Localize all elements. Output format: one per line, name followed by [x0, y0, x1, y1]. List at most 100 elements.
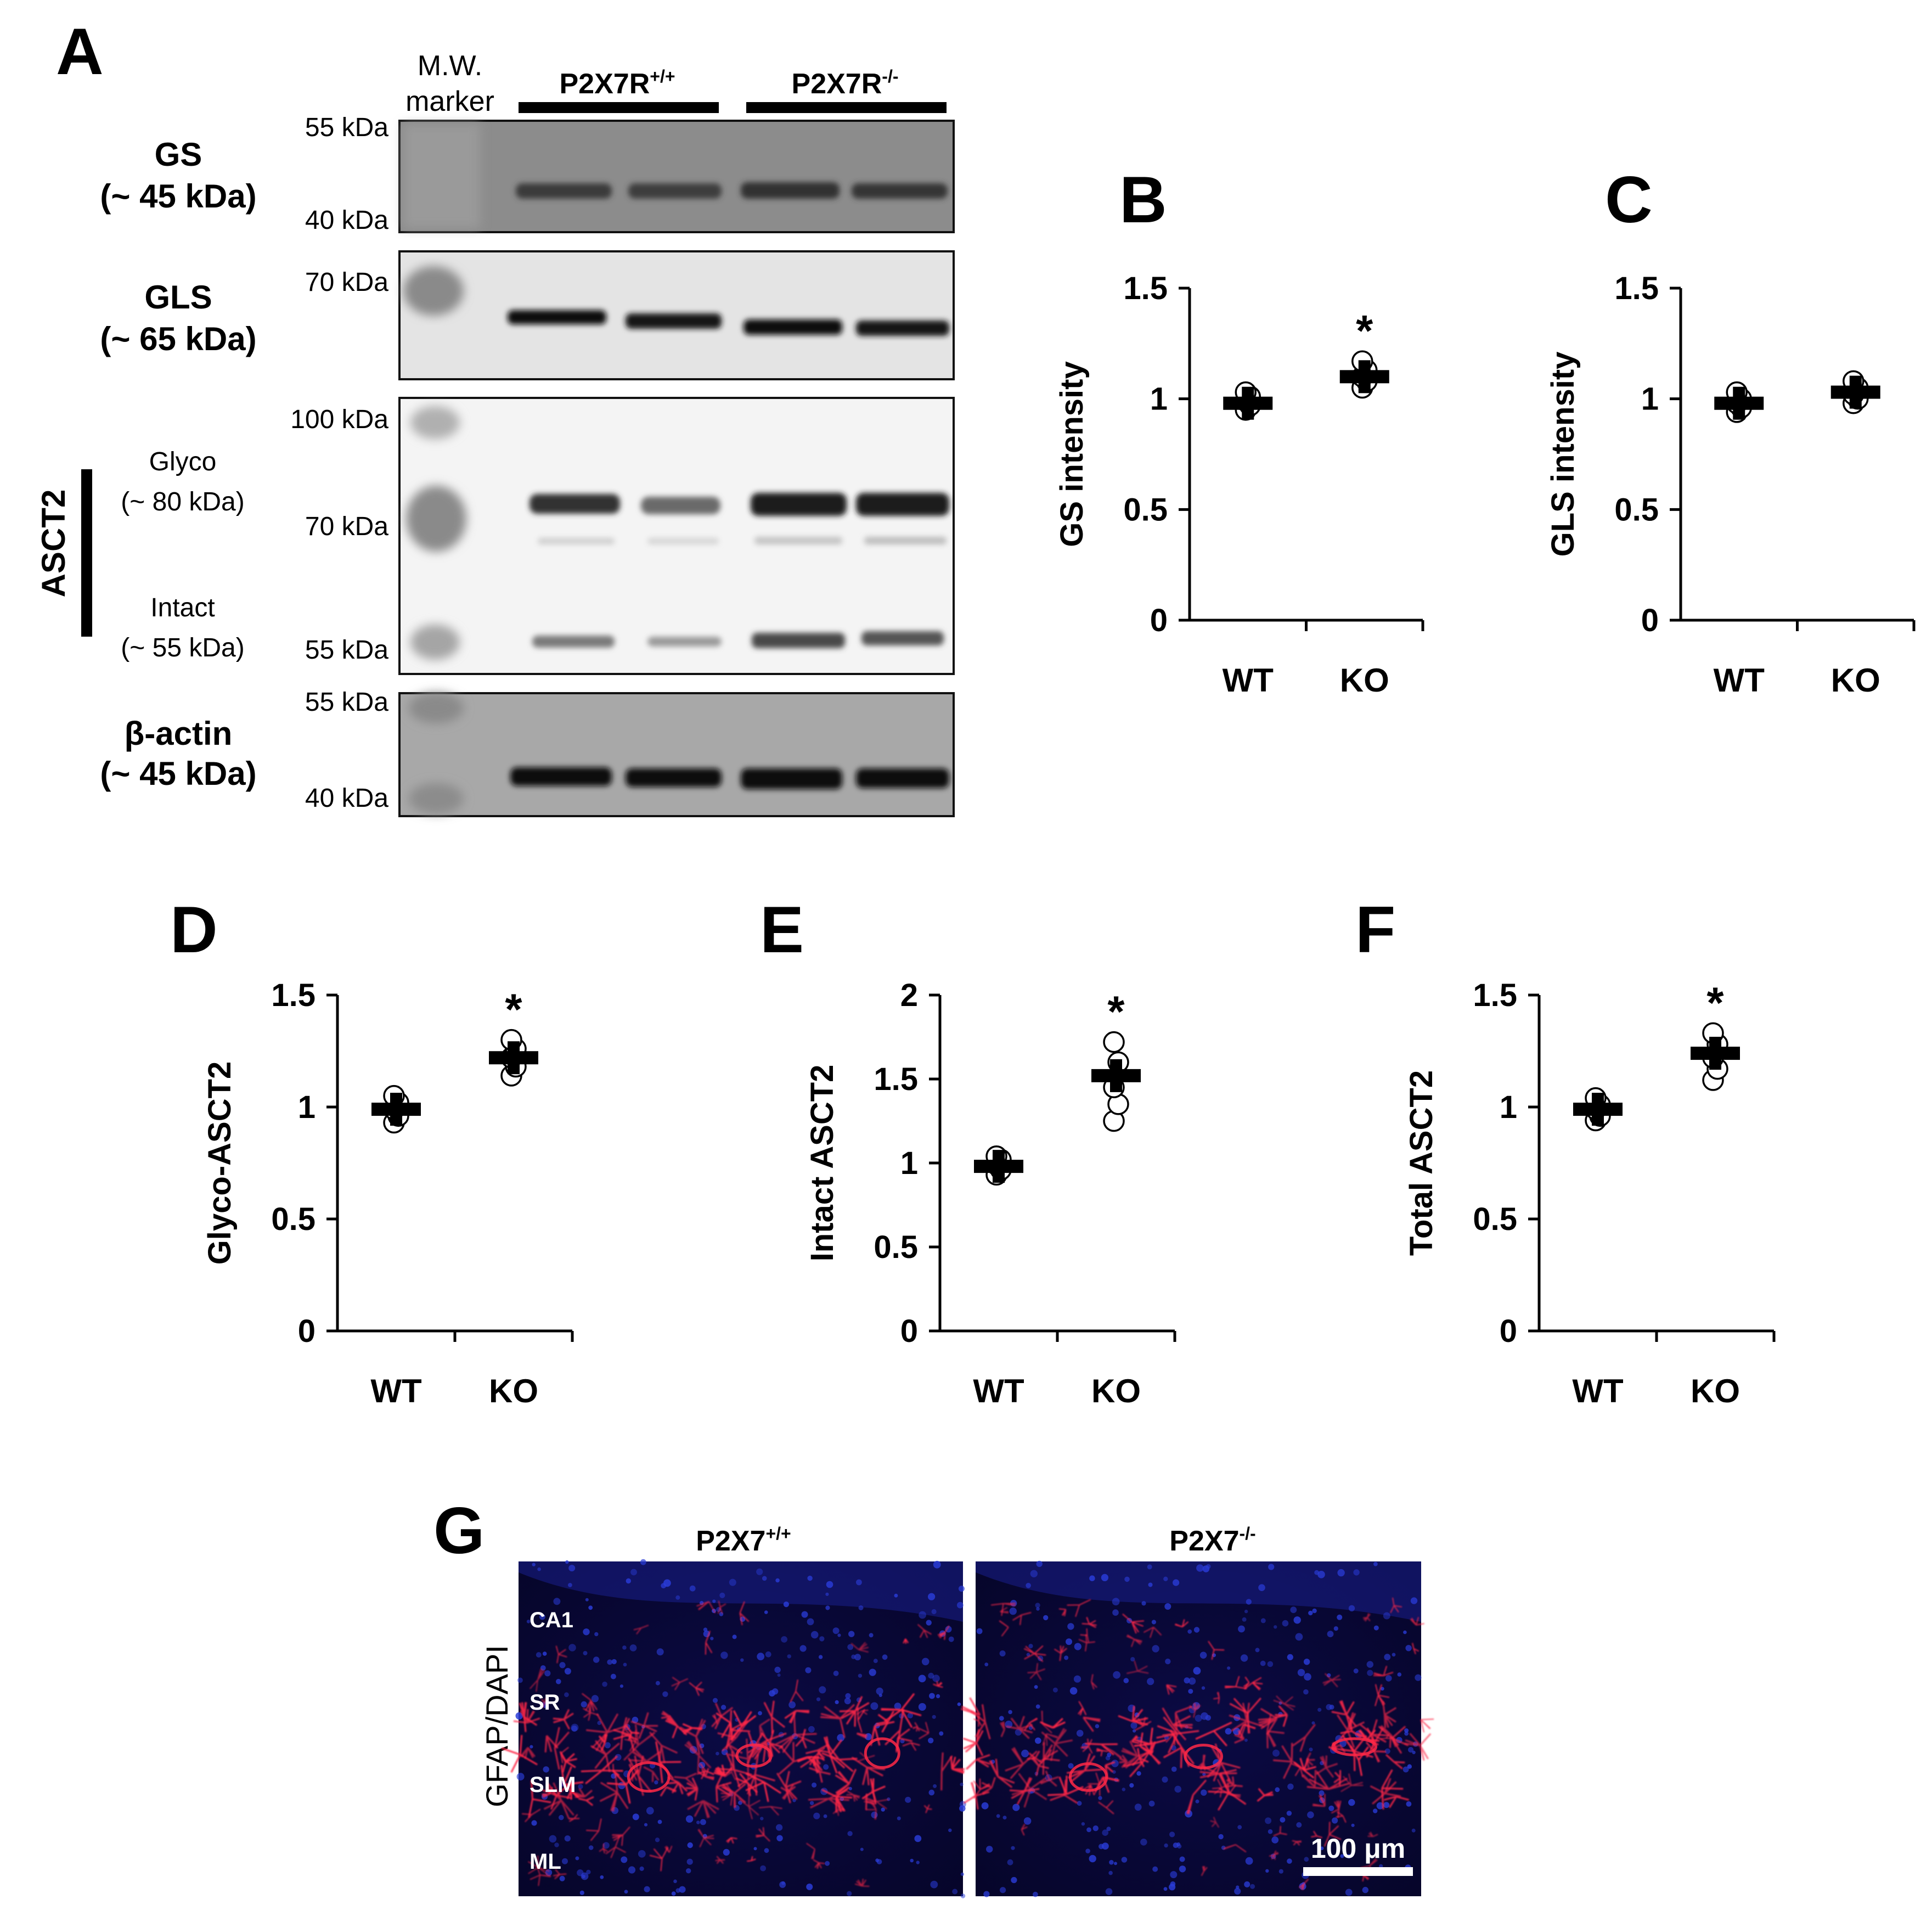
blot-strip-asct2: ASCT2 Glyco (~ 80 kDa) Intact (~ 55 kDa)… — [35, 397, 955, 675]
chart-c-ytick-label-1: 0.5 — [1614, 492, 1659, 527]
micrograph-left-nucleus — [825, 1605, 830, 1610]
micrograph-right-nucleus — [986, 1846, 993, 1853]
micrograph-left-astrocyte — [850, 1642, 869, 1653]
chart-b: 0 0.5 1 1.5 WT KO * GS intensity — [1054, 271, 1424, 699]
micrograph-left-nucleus — [602, 1681, 607, 1687]
micrograph-left-nucleus — [769, 1690, 775, 1697]
gls-name-label: GLS — [144, 279, 212, 316]
micrograph-left-nucleus — [526, 1620, 531, 1623]
group-label-ko: P2X7R-/- — [792, 66, 899, 100]
micrograph-right-nucleus — [1303, 1689, 1309, 1695]
gs-mw-bottom: 40 kDa — [305, 206, 388, 235]
micrograph-left-astrocyte — [763, 1700, 786, 1734]
micrograph-right-astrocyte — [1005, 1747, 1038, 1779]
micrograph-left-astrocyte — [682, 1723, 703, 1735]
micrograph-right-astrocyte — [1012, 1612, 1032, 1626]
micrograph-left-nucleus — [721, 1705, 726, 1710]
micrograph-right-astrocyte — [1370, 1778, 1401, 1805]
chart-e: 0 0.5 1 1.5 2 WT KO * Intact ASCT2 — [804, 977, 1176, 1409]
micrograph-left-nucleus — [809, 1801, 814, 1805]
micrograph-right-nucleus — [1293, 1616, 1301, 1624]
micrograph-left-nucleus — [777, 1673, 781, 1677]
micrograph-right-astrocyte — [1058, 1608, 1067, 1616]
micrograph-left-nucleus — [607, 1659, 613, 1665]
chart-d-ylabel: Glyco-ASCT2 — [202, 1061, 238, 1265]
micrograph-left-nucleus — [686, 1858, 693, 1865]
micrograph-right-nucleus — [1218, 1834, 1224, 1840]
micrograph-right-astrocyte — [1410, 1617, 1424, 1626]
asct2-glyco-band-lane3 — [751, 493, 847, 516]
actin-marker-blob-top — [409, 693, 464, 723]
micrograph-right-nucleus — [1123, 1678, 1129, 1683]
micrograph-right-nucleus — [1384, 1654, 1391, 1661]
micrograph-right-astrocyte — [1275, 1705, 1288, 1727]
chart-f-ytick-label-3: 1.5 — [1473, 977, 1517, 1013]
asct2-marker-blob-top — [410, 406, 460, 439]
micrograph-left-nucleus — [632, 1813, 639, 1821]
micrograph-right-astrocyte — [1234, 1729, 1245, 1744]
micrograph-left-nucleus — [687, 1842, 693, 1848]
micrograph-left-nucleus — [738, 1800, 742, 1805]
micrograph-left-astrocyte — [649, 1847, 669, 1872]
chart-b-significance-ko: * — [1356, 306, 1373, 355]
micrograph-left-nucleus — [858, 1605, 864, 1610]
asct2-intact-band-lane2 — [647, 637, 722, 647]
micrograph-left-astrocyte — [541, 1698, 547, 1708]
micrograph-left-nucleus — [716, 1751, 719, 1756]
micrograph-right-astrocyte — [1027, 1750, 1043, 1764]
micrograph-right-nucleus — [976, 1628, 983, 1634]
micrograph-right-nucleus — [1225, 1728, 1232, 1735]
gls-mw-top: 70 kDa — [305, 268, 388, 297]
micrograph-left-nucleus — [644, 1886, 650, 1892]
mw-marker-label-line1: M.W. — [418, 50, 482, 82]
chart-c-mean-tick-ko — [1849, 375, 1862, 409]
micrograph-right-nucleus — [1242, 1617, 1247, 1622]
micrograph-left-nucleus — [858, 1673, 863, 1678]
micrograph-left-astrocyte — [739, 1601, 750, 1626]
micrograph-right-nucleus — [1064, 1655, 1069, 1660]
micrograph-left-nucleus — [703, 1627, 708, 1632]
micrograph-left-astrocyte — [555, 1645, 567, 1664]
micrograph-right-nucleus — [1366, 1661, 1373, 1668]
micrograph-left-nucleus — [549, 1835, 557, 1843]
micrograph-left-nucleus — [894, 1703, 902, 1710]
micrograph-left-nucleus — [623, 1662, 627, 1667]
micrograph-right-astrocyte — [1207, 1743, 1241, 1782]
micrograph-left-nucleus — [779, 1881, 786, 1888]
micrograph-left-nucleus — [575, 1856, 579, 1861]
micrograph-right-nucleus — [1086, 1827, 1091, 1833]
micrograph-left-nucleus — [530, 1745, 533, 1749]
micrograph-right-nucleus — [1089, 1575, 1095, 1581]
chart-e-ytick-label-3: 1.5 — [874, 1061, 918, 1097]
micrograph-right-astrocyte — [1223, 1844, 1247, 1853]
micrograph-left-nucleus — [621, 1856, 628, 1863]
micrograph-left-astrocyte — [574, 1788, 593, 1798]
micrograph-left-nucleus — [918, 1703, 926, 1711]
micrograph-right-nucleus — [1148, 1582, 1153, 1587]
micrograph-right-nucleus — [1108, 1870, 1113, 1875]
micrograph-right-nucleus — [1035, 1737, 1041, 1744]
micrograph-left-nucleus — [928, 1593, 936, 1600]
micrograph-right-astrocyte — [1404, 1733, 1432, 1761]
micrograph-right-nucleus — [1187, 1629, 1192, 1634]
layer-label-sr: SR — [530, 1690, 560, 1715]
micrograph-left-nucleus — [806, 1883, 813, 1890]
micrograph-right-astrocyte — [1126, 1660, 1149, 1674]
micrograph-left-nucleus — [774, 1666, 781, 1673]
asct2-marker-blob-mid — [406, 486, 466, 552]
asct2-bracket — [81, 469, 92, 637]
micrograph-left-astrocyte — [726, 1837, 737, 1844]
micrograph-left-nucleus — [562, 1858, 568, 1864]
micrograph-left-nucleus — [810, 1631, 819, 1639]
micrograph-left-nucleus — [542, 1701, 549, 1709]
micrograph-left-nucleus — [619, 1684, 623, 1688]
micrograph-right-astrocyte — [1195, 1721, 1232, 1746]
micrograph-left-nucleus — [624, 1890, 628, 1894]
micrograph-left-nucleus — [600, 1875, 604, 1879]
micrograph-right-astrocyte — [1135, 1717, 1152, 1731]
group-bar-ko — [746, 102, 947, 113]
micrograph-left-nucleus — [712, 1599, 716, 1603]
micrograph-right-nucleus — [1169, 1831, 1175, 1838]
micrograph-left-nucleus — [675, 1595, 680, 1600]
micrograph-right-nucleus — [1348, 1799, 1355, 1806]
